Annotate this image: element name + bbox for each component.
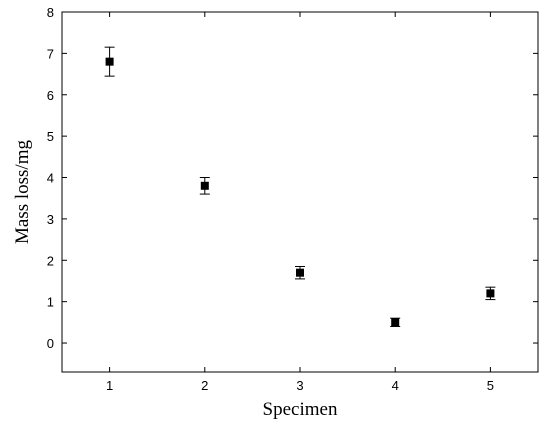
data-point [391,318,399,326]
y-tick-label: 4 [47,171,54,186]
y-tick-label: 3 [47,212,54,227]
data-series [105,47,496,326]
y-tick-label: 8 [47,5,54,20]
data-point [106,58,114,66]
x-axis-title: Specimen [263,399,338,420]
y-tick-label: 7 [47,46,54,61]
x-tick-label: 4 [392,378,399,393]
x-tick-label: 3 [296,378,303,393]
y-tick-label: 1 [47,295,54,310]
data-point [486,289,494,297]
y-tick-label: 6 [47,88,54,103]
plot-frame [62,12,538,372]
data-point [201,182,209,190]
y-tick-label: 2 [47,253,54,268]
y-tick-label: 5 [47,129,54,144]
data-point [296,269,304,277]
x-tick-label: 2 [201,378,208,393]
y-axis-title: Mass loss/mg [12,140,33,244]
x-tick-label: 5 [487,378,494,393]
x-tick-label: 1 [106,378,113,393]
y-tick-label: 0 [47,336,54,351]
y-axis: 0 1 2 3 4 5 6 7 8 [47,5,538,351]
x-axis: 1 2 3 4 5 [106,12,494,393]
